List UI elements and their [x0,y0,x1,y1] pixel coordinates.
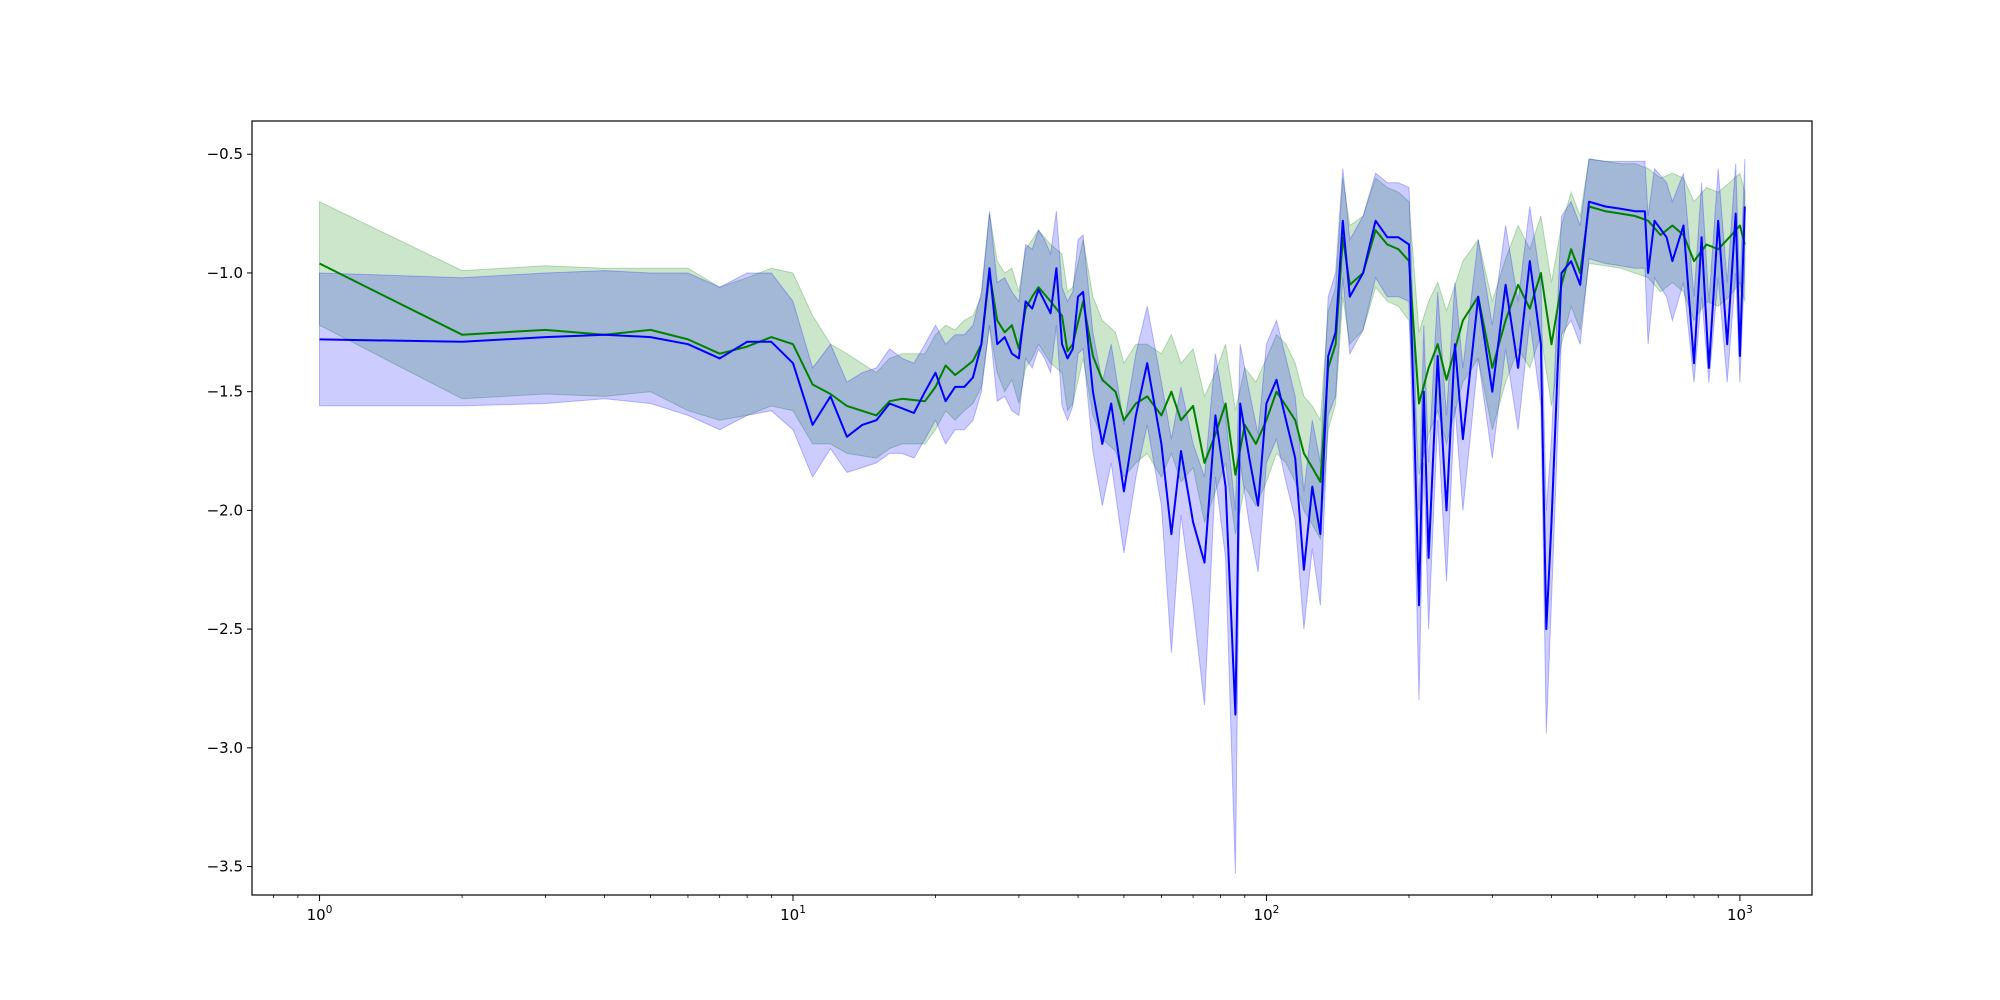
x-axis: 100 101 102 103 [273,895,1753,924]
x-tick-base: 10 [1727,906,1746,924]
series-0-band [319,158,1746,541]
x-tick-exponent: 3 [1746,904,1753,916]
x-tick-exponent: 1 [799,904,806,916]
y-tick-label: −3.5 [207,858,243,876]
x-tick-label: 103 [1727,904,1753,924]
y-tick-label: −3.0 [207,739,243,757]
x-tick-label: 101 [780,904,806,924]
x-tick-base: 10 [1254,906,1273,924]
y-tick-label: −2.5 [207,620,243,638]
y-tick-label: −0.5 [207,145,243,163]
x-tick-base: 10 [307,906,326,924]
x-tick-exponent: 2 [1273,904,1280,916]
y-axis: −0.5 −1.0 −1.5 −2.0 −2.5 −3.0 −3.5 [207,145,252,876]
y-tick-label: −1.0 [207,264,243,282]
x-tick-base: 10 [780,906,799,924]
series-1-line [319,200,1746,716]
axes-frame [251,120,1813,896]
plot-area [319,158,1746,874]
x-tick-label: 102 [1254,904,1280,924]
x-tick-exponent: 0 [326,904,333,916]
series-1-band [319,158,1746,874]
y-tick-label: −1.5 [207,383,243,401]
x-tick-label: 100 [307,904,333,924]
y-tick-label: −2.0 [207,501,243,519]
